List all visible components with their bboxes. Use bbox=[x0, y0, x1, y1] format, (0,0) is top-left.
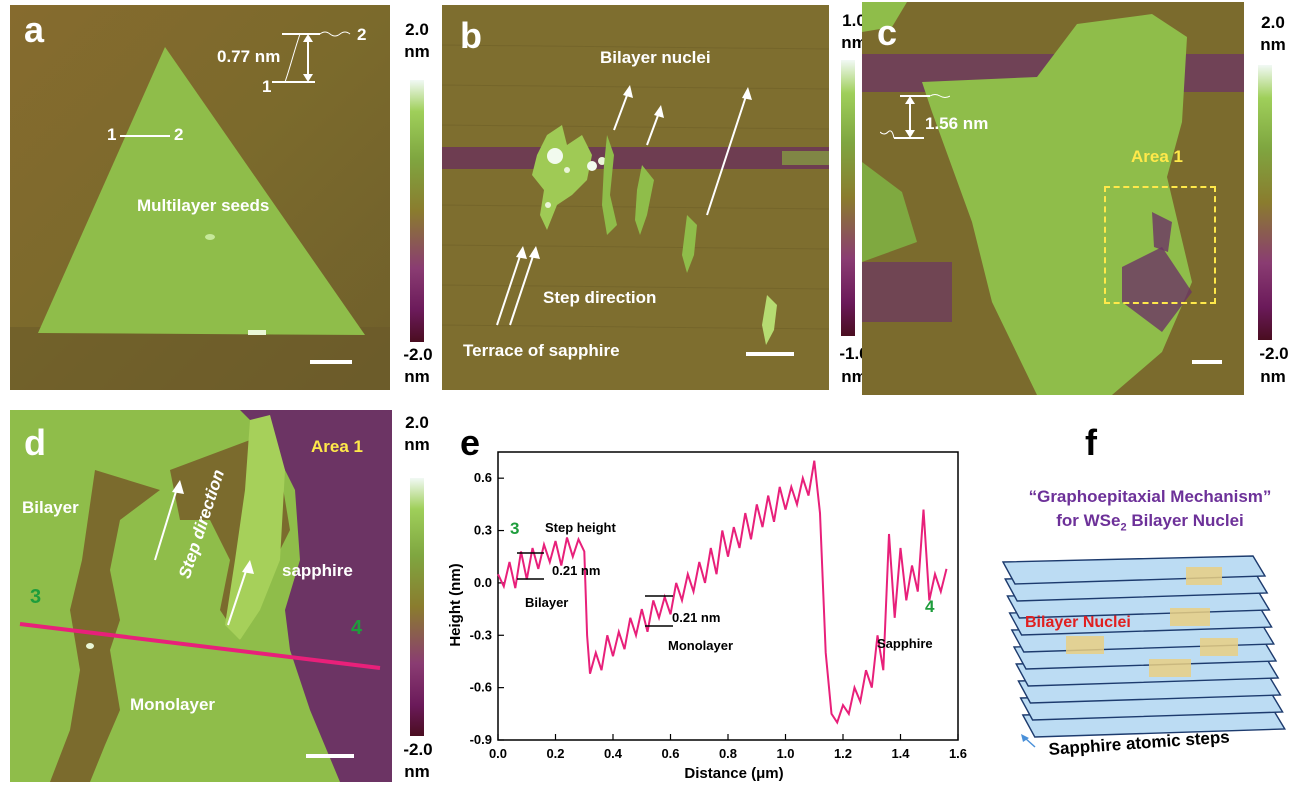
x-axis-label: Distance (μm) bbox=[684, 765, 783, 782]
colorbar-d-bottom-unit: nm bbox=[404, 762, 430, 781]
colorbar-d bbox=[410, 478, 424, 736]
scale-bar-b bbox=[746, 352, 794, 356]
colorbar-a-bottom-unit: nm bbox=[404, 367, 430, 386]
scale-bar-a bbox=[310, 360, 352, 364]
x-tick-label: 0.2 bbox=[546, 746, 564, 761]
y-axis-label: Height (nm) bbox=[447, 563, 464, 646]
label-monolayer-d: Monolayer bbox=[130, 695, 216, 714]
label-bilayer-nuclei: Bilayer nuclei bbox=[600, 48, 711, 67]
x-tick-label: 1.4 bbox=[891, 746, 910, 761]
colorbar-a bbox=[410, 80, 424, 342]
colorbar-c-top: 2.0 bbox=[1261, 13, 1285, 32]
label-sapphire-d: sapphire bbox=[282, 561, 353, 580]
bilayer-nuclei-label: Bilayer Nuclei bbox=[1025, 614, 1131, 631]
nuclei-group bbox=[1066, 567, 1238, 677]
mechanism-title-suffix: Bilayer Nuclei bbox=[1126, 511, 1244, 530]
y-tick-label: -0.9 bbox=[470, 732, 492, 747]
marker-3-d: 3 bbox=[30, 586, 42, 608]
afm-image-c bbox=[862, 2, 1244, 395]
afm-image-a bbox=[10, 5, 390, 390]
colorbar-c bbox=[1258, 65, 1272, 340]
annot-bilayer: Bilayer bbox=[525, 595, 568, 610]
colorbar-b-bottom-unit: nm bbox=[841, 367, 867, 386]
colorbar-b-bottom: -1.0 bbox=[839, 344, 869, 363]
colorbar-d-bottom: -2.0 bbox=[403, 740, 433, 759]
area-label-c: Area 1 bbox=[1131, 147, 1183, 166]
x-tick-label: 0.6 bbox=[661, 746, 679, 761]
colorbar-c-bottom-unit: nm bbox=[1260, 367, 1286, 386]
annot-step-height: Step height bbox=[545, 520, 616, 535]
x-tick-label: 0.8 bbox=[719, 746, 737, 761]
afm-image-d bbox=[10, 410, 392, 782]
caption-multilayer-seeds: Multilayer seeds bbox=[137, 196, 270, 215]
marker-1-a: 1 bbox=[262, 77, 272, 96]
x-tick-label: 1.0 bbox=[776, 746, 794, 761]
linecut-line-a bbox=[120, 135, 170, 137]
annot-sapphire: Sapphire bbox=[877, 636, 933, 651]
colorbar-a-top-unit: nm bbox=[404, 42, 430, 61]
height-profile-chart: 0.0 0.2 0.4 0.6 0.8 1.0 1.2 1.4 1.6 0.6 0.3 0.0 -0.3… bbox=[447, 451, 967, 782]
y-tick-label: -0.6 bbox=[470, 680, 492, 695]
area-label-d: Area 1 bbox=[311, 437, 363, 456]
height-label-a: 0.77 nm bbox=[217, 47, 281, 66]
y-tick-label: -0.3 bbox=[470, 627, 492, 642]
x-tick-label: 0.0 bbox=[489, 746, 507, 761]
x-tick-label: 0.4 bbox=[604, 746, 623, 761]
afm-image-b bbox=[442, 5, 829, 390]
panel-label-d: d bbox=[24, 422, 46, 463]
label-terrace: Terrace of sapphire bbox=[463, 341, 620, 360]
mechanism-title-prefix: for WSe bbox=[1056, 511, 1121, 530]
sapphire-steps-diagram: Bilayer Nuclei bbox=[1001, 555, 1287, 748]
area-box-c bbox=[1104, 186, 1216, 304]
x-tick-label: 1.2 bbox=[834, 746, 852, 761]
colorbar-c-top-unit: nm bbox=[1260, 35, 1286, 54]
height-indicator-c bbox=[880, 94, 950, 139]
y-tick-label: 0.0 bbox=[474, 575, 492, 590]
scale-bar-d bbox=[306, 754, 354, 758]
colorbar-a-bottom: -2.0 bbox=[403, 345, 433, 364]
y-tick-label: 0.3 bbox=[474, 523, 492, 538]
height-label-c: 1.56 nm bbox=[925, 114, 989, 133]
annot-021-a: 0.21 nm bbox=[552, 563, 600, 578]
colorbar-d-top: 2.0 bbox=[405, 413, 429, 432]
profile-series-line bbox=[497, 460, 948, 725]
panel-label-b: b bbox=[460, 15, 482, 56]
panel-label-e: e bbox=[460, 422, 481, 463]
annot-marker-3: 3 bbox=[510, 519, 519, 538]
scale-bar-c bbox=[1192, 360, 1222, 364]
mechanism-title-sub: 2 bbox=[1120, 521, 1127, 534]
mechanism-title-line2: for WSe2 Bilayer Nuclei bbox=[1000, 511, 1300, 533]
panel-label-f: f bbox=[1085, 422, 1097, 463]
marker-4-d: 4 bbox=[351, 617, 363, 639]
x-tick-label: 1.6 bbox=[949, 746, 967, 761]
linecut-2-a: 2 bbox=[174, 125, 184, 144]
label-bilayer-d: Bilayer bbox=[22, 498, 79, 517]
annot-marker-4: 4 bbox=[925, 597, 935, 616]
mechanism-title-line1: “Graphoepitaxial Mechanism” bbox=[1028, 487, 1272, 506]
label-step-direction-b: Step direction bbox=[543, 288, 657, 307]
colorbar-b-top: 1.0 bbox=[842, 11, 866, 30]
panel-label-a: a bbox=[24, 9, 45, 50]
y-tick-label: 0.6 bbox=[474, 470, 492, 485]
colorbar-b bbox=[841, 60, 855, 336]
colorbar-a-top: 2.0 bbox=[405, 20, 429, 39]
annot-021-b: 0.21 nm bbox=[672, 610, 720, 625]
marker-2-a: 2 bbox=[357, 25, 367, 44]
colorbar-c-bottom: -2.0 bbox=[1259, 344, 1289, 363]
annot-monolayer: Monolayer bbox=[668, 638, 733, 653]
height-indicator-a bbox=[272, 31, 351, 83]
panel-label-c: c bbox=[877, 12, 898, 53]
colorbar-d-top-unit: nm bbox=[404, 435, 430, 454]
linecut-1-a: 1 bbox=[107, 125, 117, 144]
colorbar-b-top-unit: nm bbox=[841, 33, 867, 52]
